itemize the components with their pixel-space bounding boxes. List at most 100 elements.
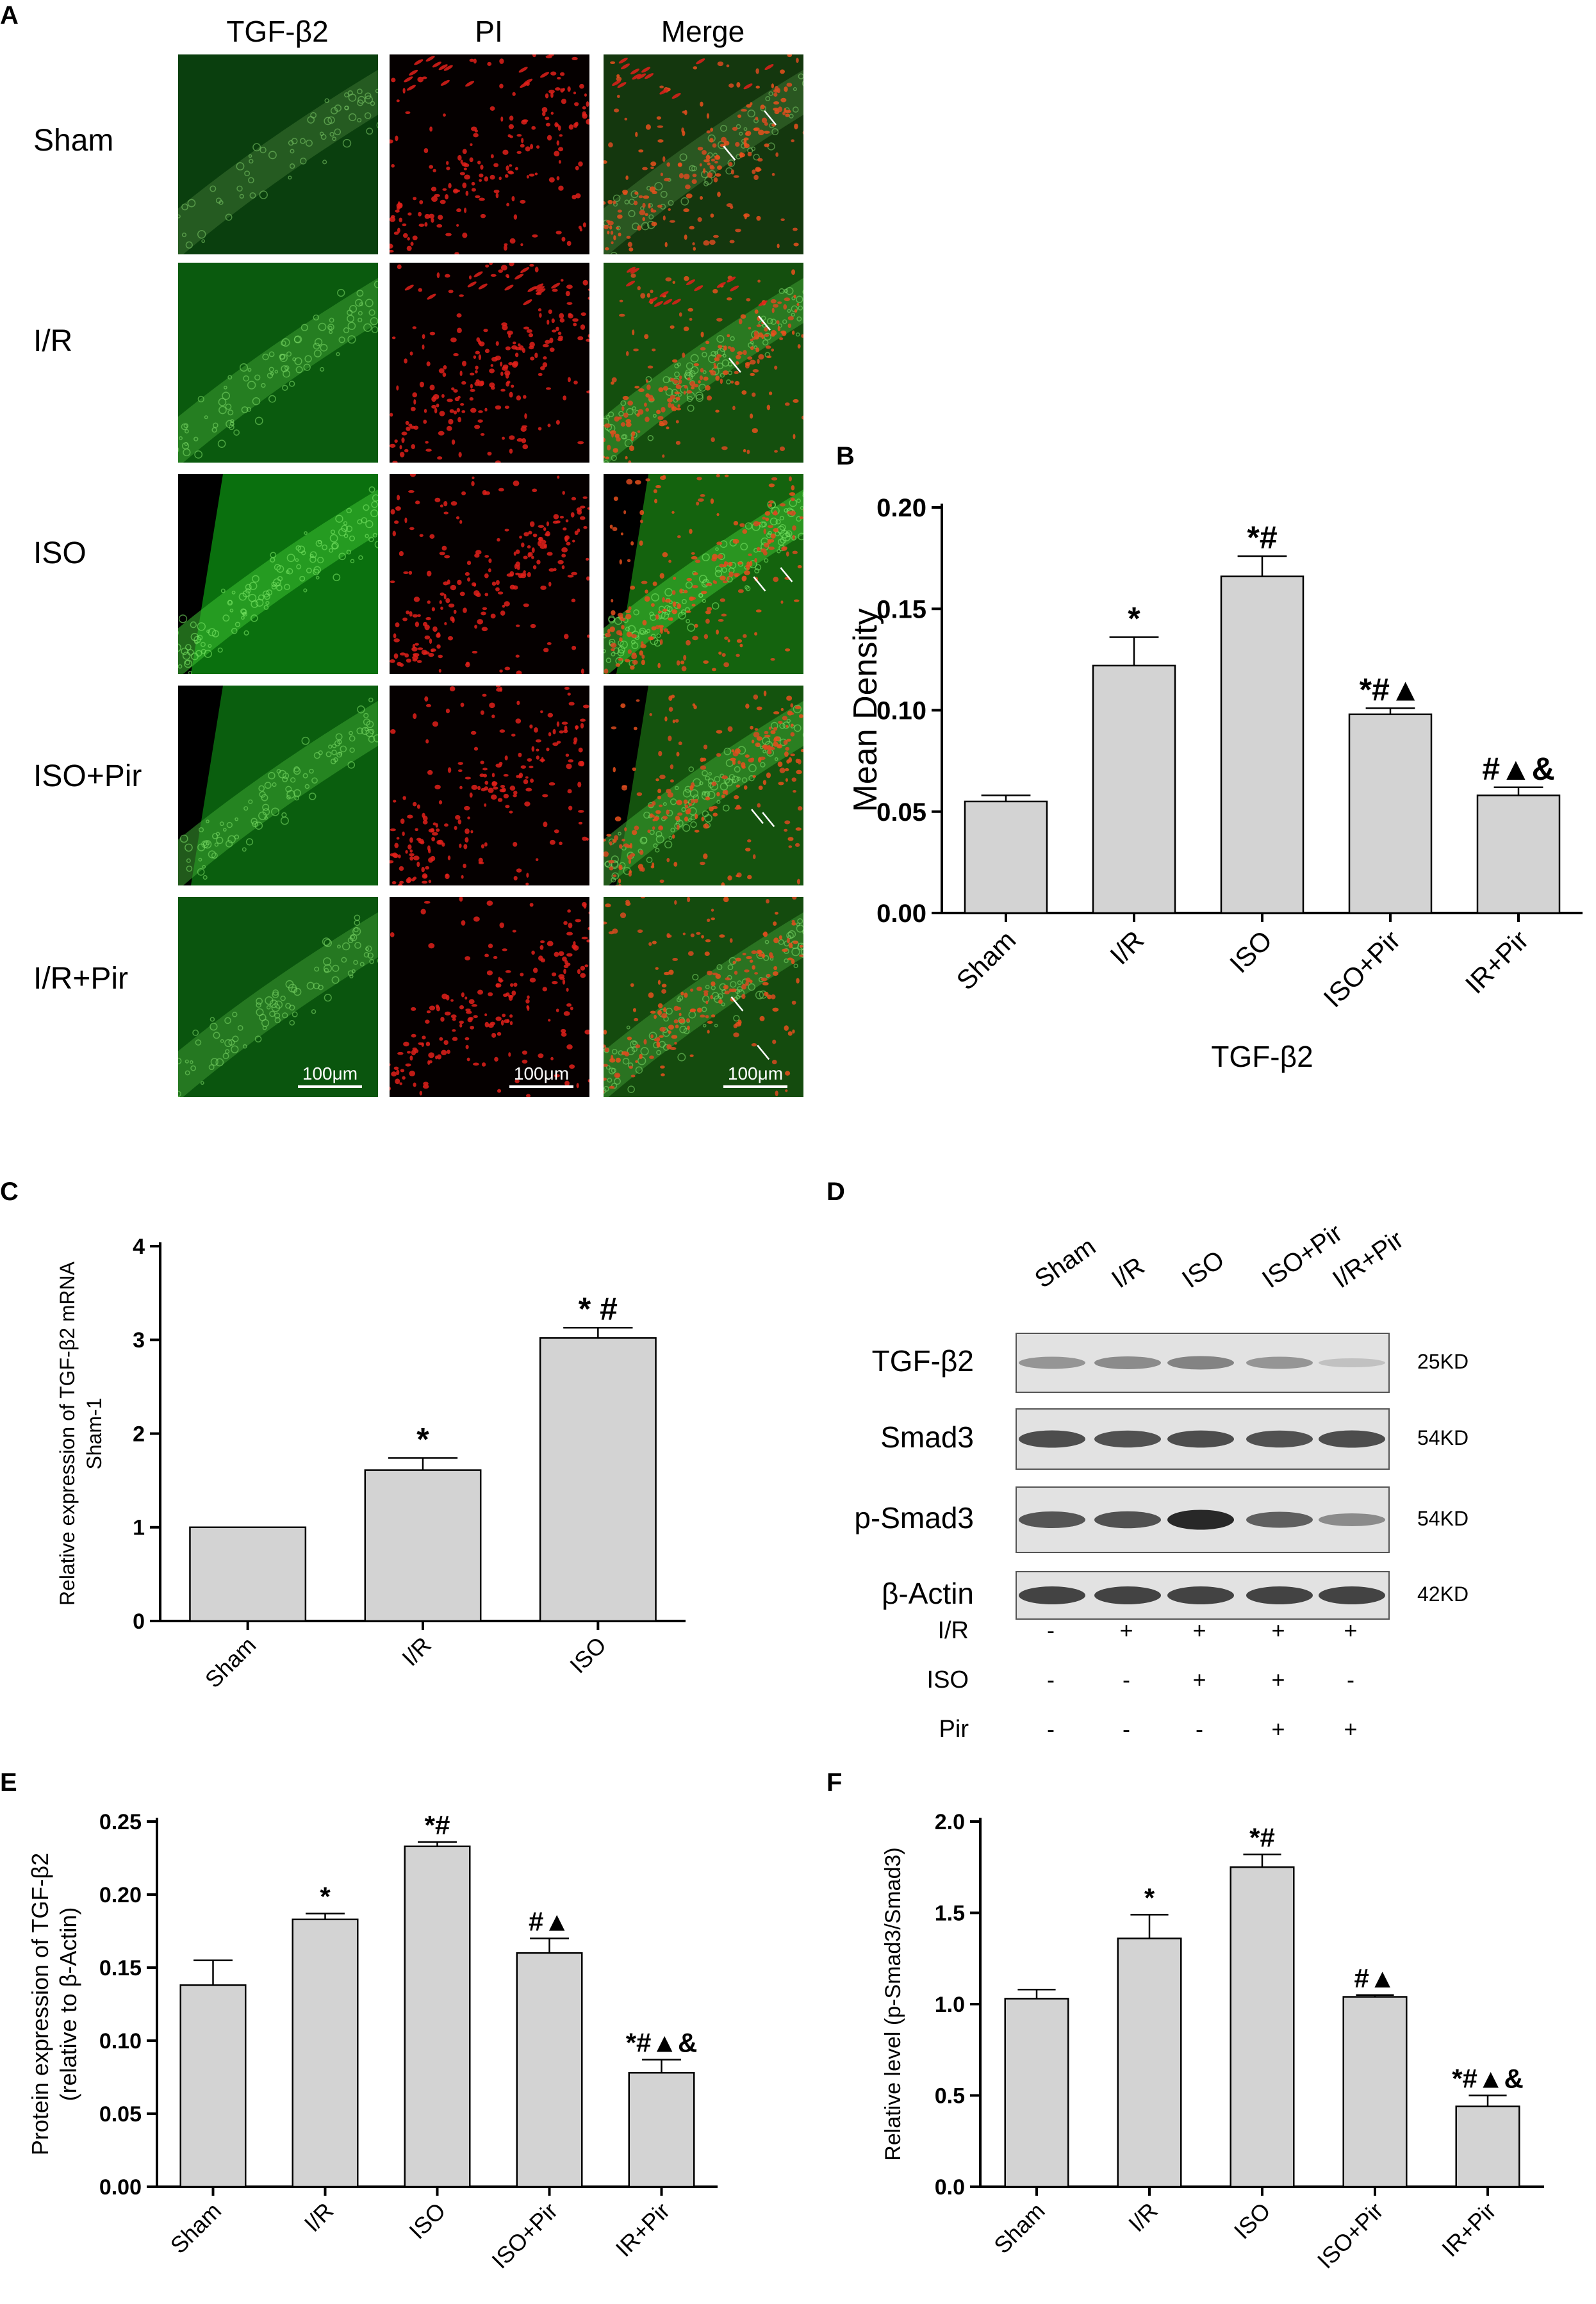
lane-label: ISO <box>1177 1245 1230 1294</box>
treatment-sign: + <box>1271 1716 1285 1742</box>
y-tick-label: 0 <box>133 1609 145 1634</box>
micrograph-sham-pi <box>390 54 589 254</box>
bar <box>539 1337 657 1622</box>
y-tick-label: 4 <box>133 1235 145 1259</box>
y-tick-label: 1 <box>133 1516 145 1540</box>
lane-label: I/R <box>1107 1251 1150 1294</box>
micrograph-iso-pir-merge <box>604 686 803 885</box>
scale-bar-label: 100μm <box>727 1064 784 1083</box>
scale-bar-label: 100μm <box>513 1064 570 1083</box>
blot-band <box>1019 1356 1085 1369</box>
treatment-label: I/R <box>937 1617 969 1644</box>
micrograph-iso-pir-pi <box>390 686 589 885</box>
lane-label: Sham <box>1030 1232 1101 1294</box>
blot-band <box>1019 1586 1085 1604</box>
scale-bar-line <box>509 1085 573 1088</box>
y-axis-title: Relative expression of TGF-β2 mRNA <box>56 1261 79 1606</box>
y-tick-label: 0.00 <box>99 2175 142 2200</box>
scale-bar: 100μm <box>298 1064 362 1088</box>
bar <box>1220 575 1304 914</box>
x-tick-label: ISO+Pir <box>1317 925 1406 1013</box>
y-tick-label: 0.20 <box>876 494 926 522</box>
blot-band <box>1094 1356 1161 1369</box>
y-axis-title-line2: Sham-1 <box>83 1397 106 1469</box>
panel-label-e: E <box>0 1768 17 1797</box>
bar <box>364 1469 482 1622</box>
x-tick-label: ISO <box>1229 2198 1276 2244</box>
significance-marker: *# <box>1247 520 1277 555</box>
blot-row-label: TGF-β2 <box>871 1344 974 1378</box>
bar <box>189 1526 307 1622</box>
chart-c-mrna-expression: 0 1 2 3 4 Sham * I/R * # ISO Relative expression o… <box>56 1235 686 1693</box>
x-tick-label: Sham <box>200 1632 261 1693</box>
x-tick-label: I/R <box>299 2198 339 2237</box>
blot-band <box>1319 1358 1385 1367</box>
column-label-pi: PI <box>475 15 503 48</box>
y-tick-label: 0.05 <box>99 2102 142 2127</box>
blot-band <box>1319 1586 1385 1604</box>
micrograph-iso-merge <box>604 474 803 674</box>
treatment-sign: - <box>1123 1666 1130 1693</box>
x-tick-label: Sham <box>951 925 1022 996</box>
x-tick-label: I/R <box>1123 2198 1163 2237</box>
x-tick-label: I/R <box>397 1632 436 1672</box>
molecular-weight-label: 25KD <box>1417 1350 1469 1373</box>
micrograph-iso-pir-tgf-2 <box>178 686 378 885</box>
treatment-sign: - <box>1196 1716 1203 1742</box>
scale-bar-line <box>723 1085 787 1088</box>
treatment-sign: - <box>1047 1617 1055 1643</box>
bar <box>1476 794 1561 914</box>
bar <box>628 2071 695 2188</box>
y-tick-label: 0.5 <box>935 2084 965 2108</box>
x-tick-label: Sham <box>989 2198 1049 2259</box>
micrograph-i-r-pir-tgf-2 <box>178 897 378 1097</box>
panel-label-f: F <box>827 1768 843 1797</box>
micrograph-i-r-pir-merge <box>604 897 803 1097</box>
significance-marker: *#▲& <box>626 2028 698 2058</box>
blot-band <box>1246 1356 1313 1369</box>
row-label-sham: Sham <box>33 124 114 158</box>
scale-bar-label: 100μm <box>302 1064 358 1083</box>
blot-row-label: p-Smad3 <box>854 1501 974 1535</box>
bar <box>1117 1938 1182 2188</box>
treatment-sign: - <box>1047 1716 1055 1742</box>
y-tick-label: 0.20 <box>99 1883 142 1907</box>
blot-strip <box>1016 1333 1390 1393</box>
blot-row-label: β-Actin <box>881 1577 974 1610</box>
treatment-label: ISO <box>926 1666 969 1693</box>
micrograph-i-r-pir-pi <box>390 897 589 1097</box>
row-label-iso-pir: ISO+Pir <box>33 759 142 793</box>
treatment-sign: + <box>1271 1617 1285 1643</box>
micrograph-iso-pi <box>390 474 589 674</box>
x-tick-label: ISO+Pir <box>1312 2198 1388 2274</box>
molecular-weight-label: 54KD <box>1417 1426 1469 1449</box>
micrograph-i-r-tgf-2 <box>178 263 378 463</box>
bar <box>964 800 1048 914</box>
x-tick-label: Sham <box>165 2198 226 2259</box>
significance-marker: #▲& <box>1482 751 1554 787</box>
panel-label-c: C <box>0 1178 19 1206</box>
x-tick-label: IR+Pir <box>611 2198 675 2262</box>
treatment-sign: + <box>1271 1666 1285 1693</box>
significance-marker: * <box>1128 601 1140 637</box>
x-axis-title: TGF-β2 <box>1211 1040 1313 1073</box>
bar <box>1092 664 1176 914</box>
y-tick-label: 1.0 <box>935 1993 965 2017</box>
blot-strip <box>1016 1408 1390 1470</box>
x-tick-label: ISO <box>1224 925 1278 978</box>
treatment-sign: - <box>1347 1666 1354 1693</box>
bar <box>292 1918 359 2188</box>
treatment-sign: - <box>1123 1716 1130 1742</box>
blot-band <box>1167 1430 1234 1448</box>
bar <box>1004 1998 1069 2188</box>
y-tick-label: 1.5 <box>935 1901 965 1925</box>
bar <box>404 1845 471 2188</box>
panel-label-b: B <box>836 442 855 470</box>
significance-marker: *#▲ <box>1360 671 1422 707</box>
blot-band <box>1246 1586 1313 1604</box>
y-tick-label: 2 <box>133 1422 145 1446</box>
significance-marker: * <box>416 1422 429 1458</box>
column-label-tgfb2: TGF-β2 <box>226 15 329 48</box>
blot-band <box>1246 1511 1313 1528</box>
blot-band <box>1094 1430 1161 1448</box>
